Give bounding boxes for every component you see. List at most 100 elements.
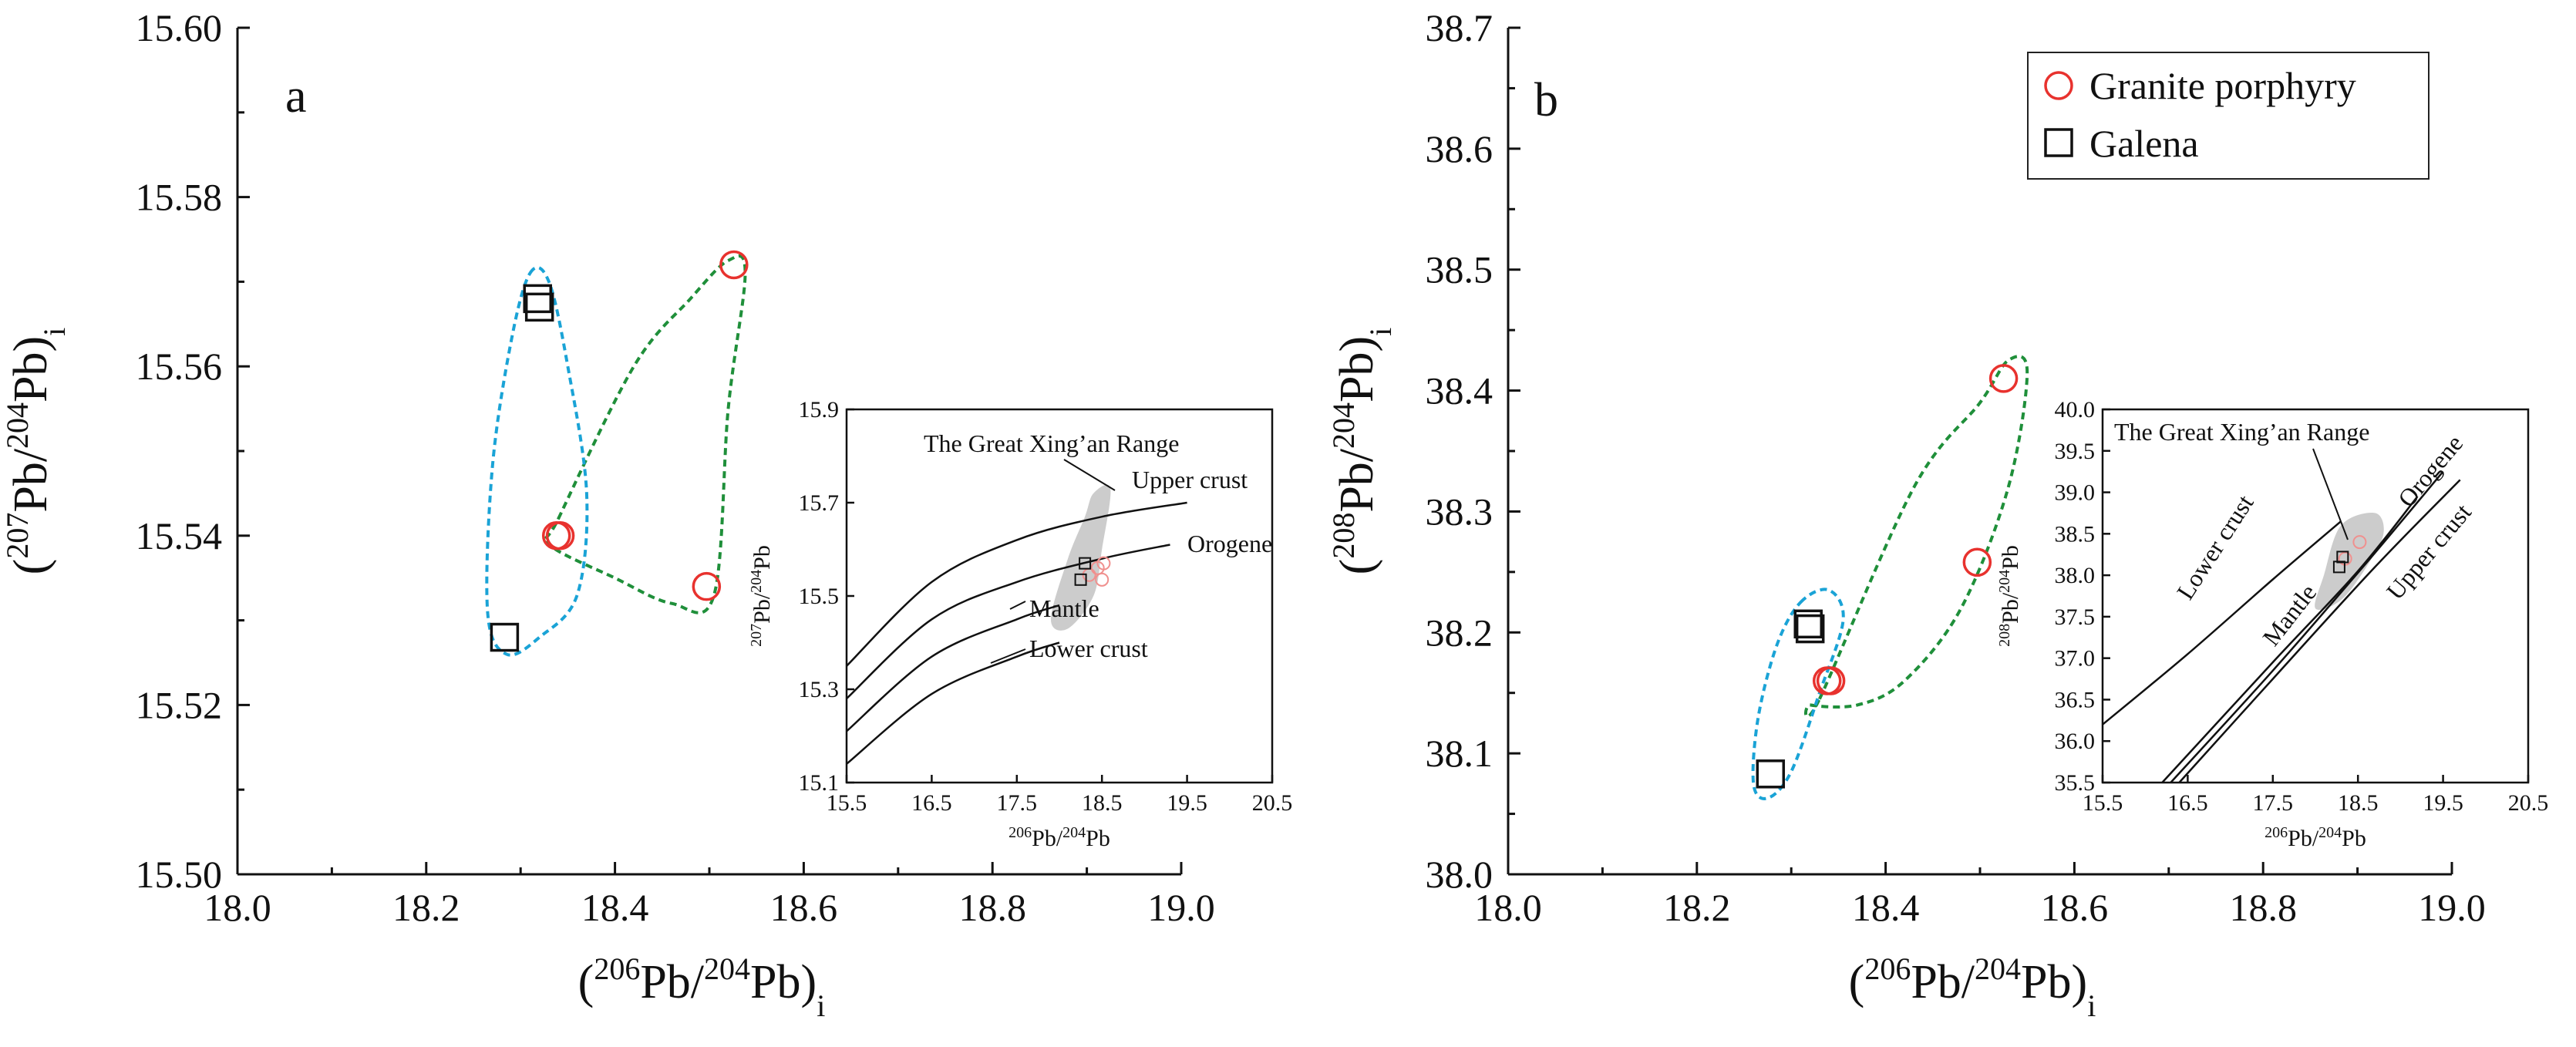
x-tick-label: 19.0 [1147, 886, 1215, 929]
evolution-curve [2178, 479, 2461, 783]
x-tick-label: 18.0 [1474, 886, 1542, 929]
inset-x-tick-label: 15.5 [2083, 790, 2123, 816]
label-paren: ( [1849, 956, 1865, 1008]
granite-point [1962, 547, 1992, 577]
label-superscript: 206 [1009, 824, 1032, 841]
inset-y-tick-label: 15.1 [799, 770, 840, 796]
y-tick-label: 38.7 [1426, 6, 1493, 49]
legend: Granite porphyry Galena [2027, 52, 2430, 180]
evolution-curve [846, 544, 1170, 700]
inset-galena-point [2332, 561, 2345, 574]
x-tick-label: 18.4 [581, 886, 649, 929]
field-label-leader [2312, 448, 2349, 540]
inset-granite-point [1095, 572, 1110, 587]
label-superscript: 206 [1864, 951, 1911, 986]
galena-envelope [1751, 587, 1845, 800]
inset-galena-point [1074, 573, 1087, 586]
axis-label: (208Pb/204Pb)i [1326, 328, 1398, 575]
y-tick-label: 38.1 [1426, 732, 1493, 775]
evolution-curve [2161, 496, 2419, 783]
evolution-curve [846, 501, 1187, 667]
label-superscript: 204 [748, 570, 765, 593]
label-superscript: 204 [2318, 824, 2342, 841]
inset-frame [2101, 408, 2530, 784]
x-tick-label: 18.0 [204, 886, 271, 929]
label-text: Pb/ [1911, 956, 1975, 1008]
field-label-leader [1063, 459, 1116, 491]
galena-envelope [485, 265, 589, 657]
field-label: The Great Xing’an Range [924, 429, 1179, 457]
inset-x-tick-label: 20.5 [1252, 790, 1293, 816]
label-text: Pb/ [1032, 826, 1063, 851]
label-superscript: 208 [1326, 513, 1361, 559]
inset-y-tick-label: 39.5 [2055, 439, 2096, 464]
evolution-curve [2170, 470, 2444, 783]
label-subscript: i [1363, 328, 1398, 336]
legend-box [2027, 52, 2430, 180]
field-label: The Great Xing’an Range [2114, 418, 2369, 446]
inset-y-tick-label: 36.5 [2055, 687, 2096, 712]
inset-galena-point [2336, 550, 2349, 564]
granite-point [1988, 364, 2019, 393]
label-superscript: 204 [1975, 951, 2021, 986]
granite-envelope [542, 254, 747, 614]
label-superscript: 204 [0, 402, 35, 449]
inset-y-tick-label: 38.0 [2055, 563, 2096, 588]
legend-square-icon [2044, 128, 2073, 157]
legend-circle-icon [2044, 71, 2073, 100]
evolution-curve [846, 604, 1060, 732]
inset-granite-point [2352, 535, 2367, 550]
inset-y-tick-label: 15.7 [799, 490, 840, 516]
label-text: Pb/ [1331, 448, 1383, 512]
granite-point [1816, 666, 1846, 695]
label-text: Pb) [1331, 336, 1383, 402]
label-superscript: 204 [1062, 824, 1086, 841]
label-text: Pb) [2021, 956, 2087, 1008]
granite-point [692, 571, 722, 601]
curve-label: Upper crust [1132, 466, 1248, 493]
label-text: Pb) [750, 956, 817, 1008]
label-text: Pb [1998, 545, 2023, 570]
axis-label: 207Pb/204Pb [748, 545, 775, 647]
label-subscript: i [37, 328, 72, 336]
y-tick-label: 15.56 [136, 345, 223, 388]
y-tick-label: 38.6 [1426, 127, 1493, 170]
x-tick-label: 18.8 [2229, 886, 2297, 929]
inset-y-tick-label: 37.0 [2055, 646, 2096, 672]
label-superscript: 206 [594, 951, 640, 986]
label-superscript: 208 [1996, 624, 2013, 647]
inset-x-tick-label: 15.5 [827, 790, 867, 816]
label-paren: ( [5, 559, 57, 575]
galena-point [1793, 609, 1823, 639]
label-text: Pb/ [1998, 592, 2023, 624]
label-text: Pb [1086, 826, 1110, 851]
label-superscript: 207 [0, 513, 35, 559]
inset-y-tick-label: 37.5 [2055, 604, 2096, 630]
leader-line [990, 648, 1026, 664]
galena-point [523, 284, 552, 314]
label-paren: ( [578, 956, 594, 1008]
galena-point [524, 292, 554, 322]
evolution-curve [846, 641, 1060, 765]
panel-label: a [285, 70, 307, 123]
inset-x-tick-label: 16.5 [2167, 790, 2208, 816]
inset-y-tick-label: 38.5 [2055, 521, 2096, 547]
axis-label: 208Pb/204Pb [1996, 545, 2023, 647]
granite-point [545, 521, 575, 550]
galena-point [1795, 614, 1825, 644]
axis-label: (206Pb/204Pb)i [1849, 951, 2096, 1023]
label-text: Pb/ [749, 592, 775, 624]
inset-x-tick-label: 19.5 [1167, 790, 1207, 816]
inset-galena-point [1079, 557, 1092, 570]
label-subscript: i [2087, 988, 2096, 1023]
label-superscript: 206 [2265, 824, 2288, 841]
label-text: Pb/ [5, 448, 57, 512]
label-superscript: 204 [704, 951, 750, 986]
label-superscript: 204 [1996, 570, 2013, 593]
axis-label: 206Pb/204Pb [1009, 824, 1110, 851]
inset-y-tick-label: 15.9 [799, 397, 840, 423]
y-tick-label: 15.54 [136, 514, 223, 557]
inset-y-tick-label: 39.0 [2055, 480, 2096, 506]
inset-x-tick-label: 19.5 [2423, 790, 2463, 816]
